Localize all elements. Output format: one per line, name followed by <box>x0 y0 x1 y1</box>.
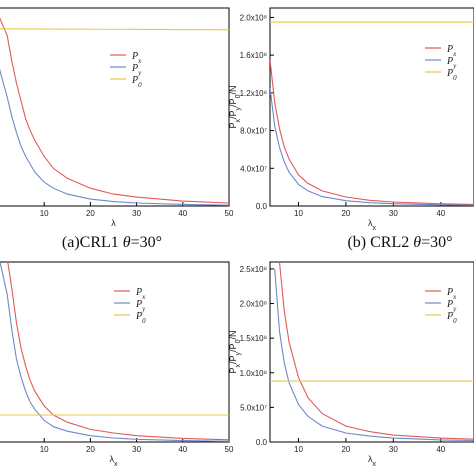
x-axis-label: λx <box>110 454 119 468</box>
series-line-py <box>270 88 474 206</box>
x-tick-label: 20 <box>341 209 350 218</box>
y-tick-label: 1.5x10⁸ <box>240 334 267 343</box>
y-tick-label: 1.0x10⁸ <box>240 369 267 378</box>
x-tick-label: 40 <box>178 209 187 218</box>
chart-b: 10 20 30 40 0.0 4.0x10⁷ 8.0x10⁷ 1.2x10⁸ 1.6x10⁸ 2… <box>228 7 474 251</box>
legend-label: Py <box>135 299 146 313</box>
series-line-px <box>7 262 229 441</box>
plot-frame <box>0 7 230 207</box>
x-tick-label: 50 <box>225 209 234 218</box>
x-tick-label: 40 <box>178 445 187 454</box>
y-tick-label: 2.0x10⁸ <box>240 13 267 22</box>
y-tick-label: 2.5x10⁸ <box>240 265 267 274</box>
series-line-px <box>278 262 474 440</box>
legend-label: Py <box>131 63 142 77</box>
x-tick-label: 30 <box>132 209 141 218</box>
x-axis-label: λx <box>368 454 377 468</box>
chart-caption: (a)CRL1 θ=30° <box>62 234 162 251</box>
plot-frame <box>269 261 474 443</box>
series-line-py <box>274 268 474 442</box>
legend-label: P0 <box>135 311 146 325</box>
legend-label: Px <box>131 51 142 65</box>
x-axis-label: λx <box>368 218 377 232</box>
x-tick-label: 40 <box>436 445 445 454</box>
y-tick-label: 2.0x10⁸ <box>240 300 267 309</box>
y-axis-label: Px/Py/P0/N <box>228 86 242 129</box>
legend-label: P0 <box>131 75 142 89</box>
x-tick-label: 40 <box>436 209 445 218</box>
y-tick-label: 8.0x10⁷ <box>240 127 267 136</box>
x-tick-label: 20 <box>86 209 95 218</box>
legend-label: P0 <box>446 68 457 82</box>
x-tick-label: 20 <box>86 445 95 454</box>
legend-label: P0 <box>446 311 457 325</box>
x-tick-label: 30 <box>389 445 398 454</box>
y-tick-label: 1.6x10⁸ <box>240 51 267 60</box>
legend-label: Py <box>446 56 457 70</box>
x-tick-label: 10 <box>40 209 49 218</box>
y-tick-label: 4.0x10⁷ <box>240 164 267 173</box>
chart-d: 10 20 30 40 0.0 5.0x10⁷ 1.0x10⁸ 1.5x10⁸ 2.0x10⁸ 2… <box>228 261 474 468</box>
x-tick-label: 30 <box>389 209 398 218</box>
legend-label: Px <box>446 44 457 58</box>
y-tick-label: 5.0x10⁷ <box>240 403 267 412</box>
plot-frame <box>269 7 474 207</box>
y-tick-label: 1.2x10⁸ <box>240 89 267 98</box>
x-tick-label: 20 <box>341 445 350 454</box>
legend-label: Px <box>446 287 457 301</box>
legend-label: Px <box>135 287 146 301</box>
series-line-p0 <box>0 28 229 31</box>
series-line-px <box>270 59 474 205</box>
x-tick-label: 10 <box>294 209 303 218</box>
chart-caption: (b) CRL2 θ=30° <box>347 234 452 251</box>
series-line-px <box>0 17 229 204</box>
plot-frame <box>0 261 230 443</box>
x-tick-label: 50 <box>225 445 234 454</box>
series-line-py <box>0 68 229 206</box>
legend-label: Py <box>446 299 457 313</box>
x-tick-label: 10 <box>294 445 303 454</box>
x-tick-label: 10 <box>40 445 49 454</box>
x-axis-label: λ <box>111 218 116 228</box>
y-tick-label: 0.0 <box>256 438 268 447</box>
series-line-py <box>0 262 229 442</box>
x-tick-label: 30 <box>132 445 141 454</box>
y-tick-label: 0.0 <box>256 202 268 211</box>
y-axis-label: Px/Py/P0/N <box>228 331 242 374</box>
